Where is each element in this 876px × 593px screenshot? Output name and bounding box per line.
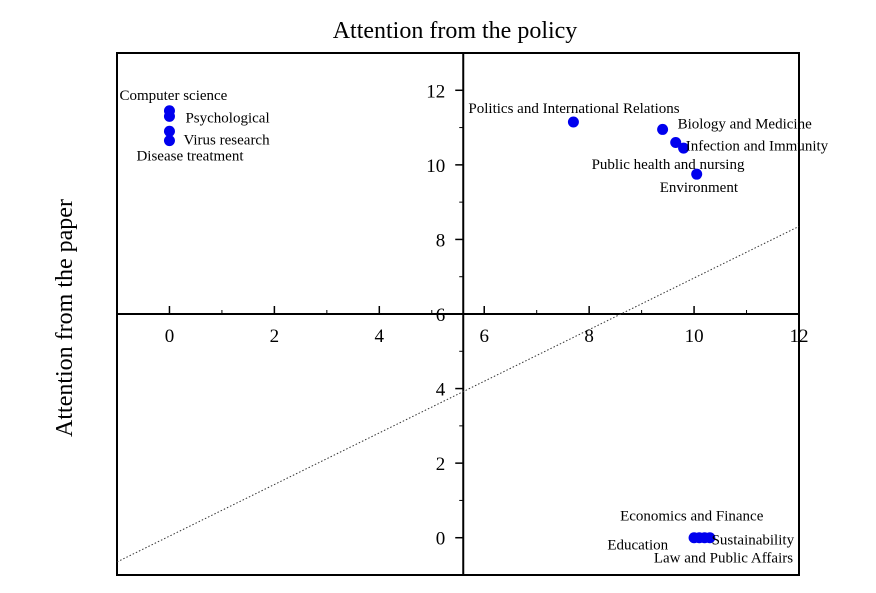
point-label: Environment <box>660 180 739 196</box>
y-tick-label: 4 <box>436 380 446 401</box>
x-tick-label: 12 <box>790 326 809 347</box>
data-point[interactable] <box>657 123 669 135</box>
data-point[interactable] <box>163 110 175 122</box>
y-axis-label: Attention from the paper <box>52 199 78 437</box>
data-point[interactable] <box>678 142 690 154</box>
trend-line <box>116 225 800 563</box>
x-tick-label: 4 <box>375 326 385 347</box>
point-labels: Computer science Psychological Virus resea… <box>119 88 828 567</box>
point-label: Infection and Immunity <box>686 138 829 154</box>
point-label: Biology and Medicine <box>678 116 812 132</box>
point-label: Disease treatment <box>136 149 244 165</box>
y-tick-label: 10 <box>426 156 445 177</box>
point-label: Sustainability <box>712 533 795 549</box>
y-tick-label: 8 <box>436 230 446 251</box>
data-point[interactable] <box>163 125 175 137</box>
y-tick-label: 12 <box>426 81 445 102</box>
x-tick-label: 6 <box>479 326 489 347</box>
data-point[interactable] <box>567 116 579 128</box>
point-label: Economics and Finance <box>620 509 764 525</box>
point-label: Psychological <box>185 110 269 126</box>
y-tick-label: 2 <box>436 454 446 475</box>
data-point[interactable] <box>691 168 703 180</box>
point-label: Education <box>607 538 668 554</box>
point-label: Politics and International Relations <box>468 101 679 117</box>
data-points <box>163 105 716 544</box>
axis-ticks: 0 2 4 6 8 10 12 0 2 4 6 8 10 12 <box>165 81 809 549</box>
data-point[interactable] <box>163 135 175 147</box>
data-point[interactable] <box>670 136 682 148</box>
x-tick-label: 8 <box>584 326 594 347</box>
trend-line-group <box>116 225 800 563</box>
y-tick-label: 0 <box>436 529 446 550</box>
point-label: Law and Public Affairs <box>654 551 793 567</box>
x-tick-label: 0 <box>165 326 175 347</box>
point-label: Virus research <box>183 132 270 148</box>
point-label: Public health and nursing <box>592 157 745 173</box>
point-label: Computer science <box>119 88 227 104</box>
chart-title: Attention from the policy <box>333 18 578 44</box>
data-point[interactable] <box>704 532 716 544</box>
x-tick-label: 10 <box>685 326 704 347</box>
y-tick-label: 6 <box>436 305 446 326</box>
x-tick-label: 2 <box>270 326 280 347</box>
